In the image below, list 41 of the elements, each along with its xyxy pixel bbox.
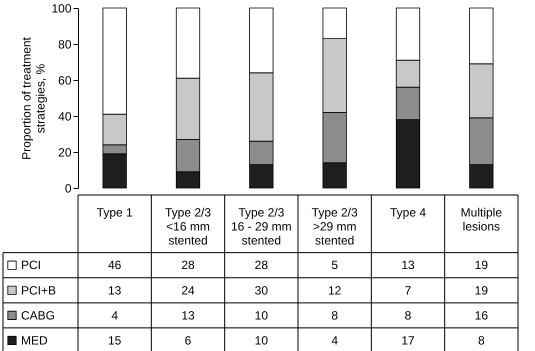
text: 19 bbox=[474, 283, 488, 298]
y-tick-label: 0 bbox=[64, 182, 72, 196]
text: 13 bbox=[401, 258, 415, 272]
x-tick-label: Type 1 bbox=[96, 206, 133, 220]
text: 15 bbox=[108, 333, 122, 348]
x-tick-label: Type 2/3 >29 mm stented bbox=[312, 206, 358, 248]
y-axis-title: Proportion of treatment strategies, % bbox=[19, 36, 48, 160]
text: 17 bbox=[401, 333, 415, 348]
y-tick-label: 80 bbox=[58, 38, 72, 52]
text: 13 bbox=[181, 308, 195, 322]
legend-label: MED bbox=[21, 333, 48, 348]
text: 4 bbox=[111, 308, 118, 322]
text: 16 bbox=[474, 308, 488, 322]
text: 8 bbox=[331, 308, 338, 322]
legend-label: CABG bbox=[21, 308, 56, 322]
x-tick-label: Multiple lesions bbox=[460, 206, 502, 234]
text: 28 bbox=[181, 258, 195, 272]
x-tick-label: Type 2/3 16 - 29 mm stented bbox=[230, 206, 292, 248]
text: 10 bbox=[254, 308, 268, 322]
text: 28 bbox=[254, 258, 268, 272]
text: 5 bbox=[331, 258, 338, 272]
y-tick-label: 60 bbox=[58, 74, 72, 88]
text: 19 bbox=[474, 258, 488, 272]
y-tick-label: 100 bbox=[51, 2, 72, 16]
text: 8 bbox=[478, 333, 485, 348]
legend-label: PCI bbox=[21, 258, 42, 272]
text: 30 bbox=[254, 283, 268, 298]
legend-label: PCI+B bbox=[21, 283, 56, 298]
text: 7 bbox=[404, 283, 412, 298]
y-tick-label: 20 bbox=[58, 146, 72, 160]
text: 8 bbox=[404, 308, 412, 322]
text: 12 bbox=[328, 283, 342, 298]
text: 6 bbox=[184, 333, 192, 348]
x-tick-label: Type 4 bbox=[390, 206, 426, 220]
text: 46 bbox=[108, 258, 122, 272]
text: 10 bbox=[254, 333, 268, 348]
y-tick-label: 40 bbox=[58, 110, 72, 124]
text: 13 bbox=[108, 283, 122, 298]
text: 4 bbox=[331, 333, 338, 348]
x-tick-label: Type 2/3 <16 mm stented bbox=[164, 206, 212, 248]
text: 24 bbox=[181, 283, 195, 298]
